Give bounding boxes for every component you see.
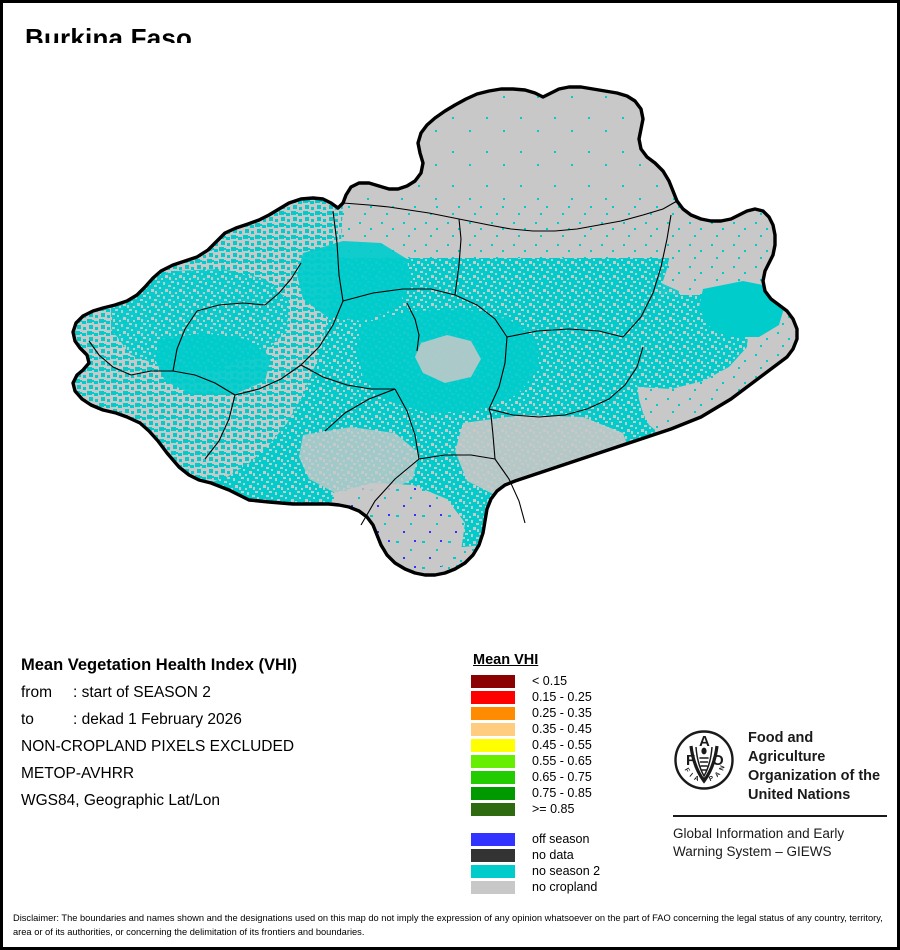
legend-row: 0.35 - 0.45	[471, 721, 600, 737]
legend-row: < 0.15	[471, 673, 600, 689]
legend-swatch-icon	[471, 770, 515, 784]
map-raster-layer	[3, 43, 897, 643]
legend-row: >= 0.85	[471, 801, 600, 817]
fao-giews-name: Global Information and Early Warning Sys…	[673, 825, 887, 862]
legend-label: 0.55 - 0.65	[532, 753, 592, 768]
fao-logo-icon: F A O F I A T P A N I S	[670, 724, 735, 796]
legend-swatch-icon	[471, 690, 515, 704]
svg-text:O: O	[712, 752, 724, 769]
national-border	[71, 85, 799, 577]
fao-org-line-3: United Nations	[748, 787, 851, 804]
giews-line-2: Warning System – GIEWS	[673, 844, 832, 860]
legend: Mean VHI < 0.15 0.15 - 0.25 0.25 - 0.35 …	[471, 652, 600, 895]
admin-boundaries	[88, 200, 678, 526]
fao-block: F A O F I A T P A N I S Food and Agricul…	[670, 724, 887, 862]
legend-label: 0.45 - 0.55	[532, 737, 592, 752]
legend-row-no-season-2: no season 2	[471, 863, 600, 879]
legend-swatch-icon	[471, 722, 515, 736]
legend-label: < 0.15	[532, 673, 568, 688]
burkina-faso-map-svg	[3, 43, 897, 643]
legend-title: Mean VHI	[473, 652, 539, 668]
legend-label: no data	[532, 847, 574, 862]
legend-row: 0.15 - 0.25	[471, 689, 600, 705]
metadata-projection: WGS84, Geographic Lat/Lon	[21, 792, 221, 809]
legend-label: >= 0.85	[532, 801, 575, 816]
legend-swatch-icon	[471, 754, 515, 768]
legend-row: 0.45 - 0.55	[471, 737, 600, 753]
legend-swatch-icon	[471, 880, 515, 894]
metadata-sensor: METOP-AVHRR	[21, 765, 135, 782]
legend-label: 0.15 - 0.25	[532, 689, 592, 704]
map-canvas[interactable]	[3, 43, 897, 643]
legend-row-no-cropland: no cropland	[471, 879, 600, 895]
fao-organization-name: Food and Agriculture Organization of the…	[748, 729, 887, 806]
legend-row: 0.75 - 0.85	[471, 785, 600, 801]
fao-org-line-1: Food and Agriculture	[748, 730, 826, 766]
legend-label: 0.75 - 0.85	[532, 785, 592, 800]
legend-swatch-icon	[471, 706, 515, 720]
metadata-to-value: : dekad 1 February 2026	[73, 711, 242, 728]
legend-row: 0.65 - 0.75	[471, 769, 600, 785]
metadata-block: Mean Vegetation Health Index (VHI) from:…	[21, 656, 451, 819]
legend-label: no cropland	[532, 879, 598, 894]
legend-label: 0.35 - 0.45	[532, 721, 592, 736]
metadata-from-value: : start of SEASON 2	[73, 684, 211, 701]
legend-label: 0.65 - 0.75	[532, 769, 592, 784]
legend-row: 0.25 - 0.35	[471, 705, 600, 721]
metadata-cropland-note: NON-CROPLAND PIXELS EXCLUDED	[21, 738, 295, 755]
legend-swatch-icon	[471, 832, 515, 846]
legend-swatch-icon	[471, 848, 515, 862]
metadata-from-row: from : start of SEASON 2	[21, 684, 451, 702]
legend-swatch-icon	[471, 674, 515, 688]
fao-org-line-2: Organization of the	[748, 768, 881, 785]
legend-row-off-season: off season	[471, 831, 600, 847]
legend-swatch-icon	[471, 864, 515, 878]
disclaimer-text: Disclaimer: The boundaries and names sho…	[13, 913, 883, 938]
fao-divider	[673, 814, 887, 817]
metadata-from-label: from	[21, 684, 52, 701]
legend-row-no-data: no data	[471, 847, 600, 863]
legend-row: 0.55 - 0.65	[471, 753, 600, 769]
legend-label: no season 2	[532, 863, 601, 878]
legend-divider	[471, 817, 600, 831]
metadata-to-row: to : dekad 1 February 2026	[21, 711, 451, 729]
svg-text:F: F	[686, 752, 695, 769]
legend-label: 0.25 - 0.35	[532, 705, 592, 720]
metadata-heading: Mean Vegetation Health Index (VHI)	[21, 656, 297, 674]
metadata-to-label: to	[21, 711, 34, 728]
legend-swatch-icon	[471, 738, 515, 752]
giews-line-1: Global Information and Early	[673, 825, 845, 841]
svg-text:A: A	[699, 733, 710, 750]
legend-swatch-icon	[471, 786, 515, 800]
legend-label: off season	[532, 831, 590, 846]
legend-swatch-icon	[471, 802, 515, 816]
